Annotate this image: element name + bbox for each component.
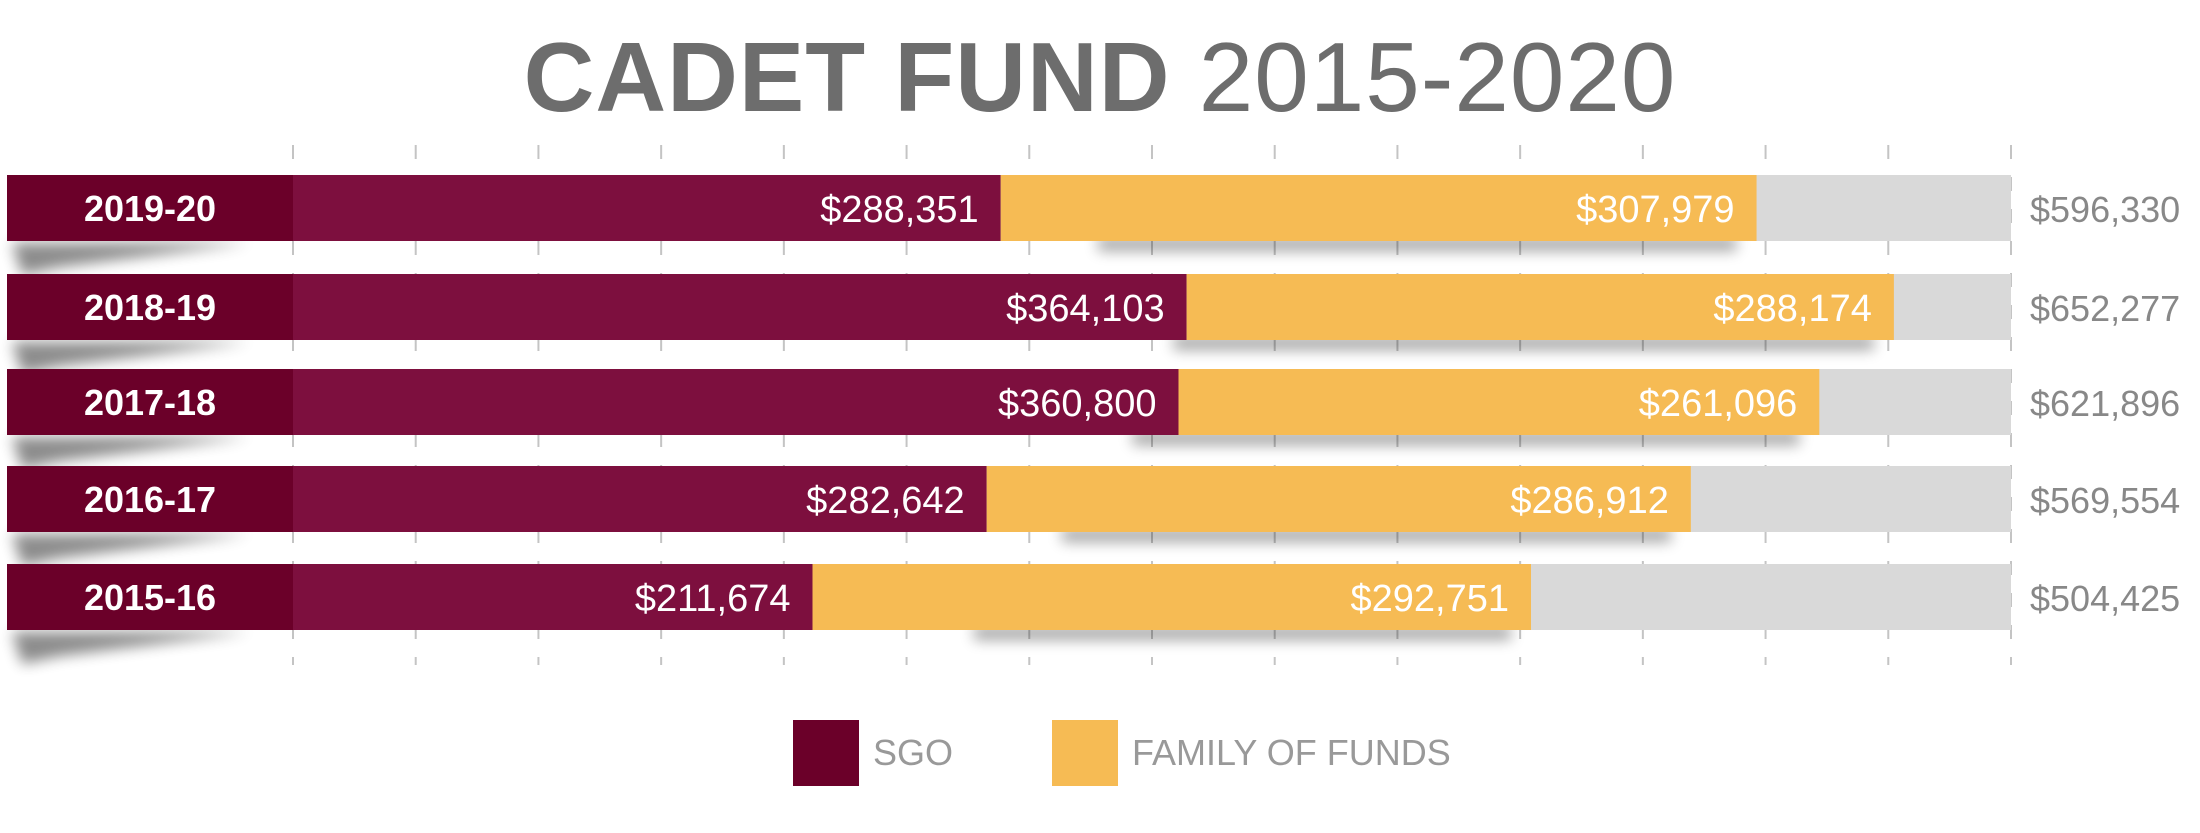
total-label: $596,330 [2030,189,2180,230]
legend-item: FAMILY OF FUNDS [1052,720,1451,786]
bar-family-of-funds [986,466,1691,532]
bar-row: 2018-19 $364,103 $288,174 $652,277 [7,274,2180,374]
bar-sgo [293,369,1179,435]
label-shadow [12,534,250,566]
value-label: $292,751 [1351,578,1510,620]
label-shadow [12,437,250,469]
category-box [7,175,293,241]
category-box [7,564,293,630]
legend-item: SGO [793,720,953,786]
value-label: $211,674 [635,578,791,620]
total-label: $652,277 [2030,288,2180,329]
value-label: $288,174 [1713,288,1872,330]
legend-swatch [793,720,859,786]
label-shadow [12,243,250,275]
bar-row: 2019-20 $288,351 $307,979 $596,330 [7,175,2180,275]
bar-family-of-funds [812,564,1532,630]
bar-sgo [293,466,987,532]
bar-row: 2016-17 $282,642 $286,912 $569,554 [7,466,2180,566]
category-label: 2019-20 [84,188,216,229]
bar-family-of-funds [1186,274,1894,340]
bar-family-of-funds [1000,175,1757,241]
label-shadow [12,632,250,664]
value-label: $282,642 [806,480,965,522]
category-label: 2018-19 [84,287,216,328]
title-bold: CADET FUND [523,22,1171,132]
category-box [7,369,293,435]
chart-title: CADET FUND 2015-2020 [0,12,2200,142]
title-light: 2015-2020 [1198,22,1677,132]
total-label: $621,896 [2030,383,2180,424]
value-label: $288,351 [820,189,979,231]
category-box [7,466,293,532]
bar-sgo [293,175,1001,241]
bar-sgo [293,274,1187,340]
value-label: $364,103 [1006,288,1165,330]
category-label: 2015-16 [84,577,216,618]
legend-label: SGO [873,732,953,773]
legend-swatch [1052,720,1118,786]
value-label: $261,096 [1639,383,1798,425]
total-label: $569,554 [2030,480,2180,521]
bar-row: 2017-18 $360,800 $261,096 $621,896 [7,369,2180,469]
value-label: $286,912 [1510,480,1669,522]
bar-family-of-funds [1178,369,1820,435]
label-shadow [12,342,250,374]
value-label: $360,800 [998,383,1157,425]
category-label: 2016-17 [84,479,216,520]
bar-row: 2015-16 $211,674 $292,751 $504,425 [7,564,2180,664]
category-label: 2017-18 [84,382,216,423]
total-label: $504,425 [2030,578,2180,619]
value-label: $307,979 [1576,189,1735,231]
category-box [7,274,293,340]
legend-label: FAMILY OF FUNDS [1132,732,1451,773]
bar-sgo [293,564,813,630]
